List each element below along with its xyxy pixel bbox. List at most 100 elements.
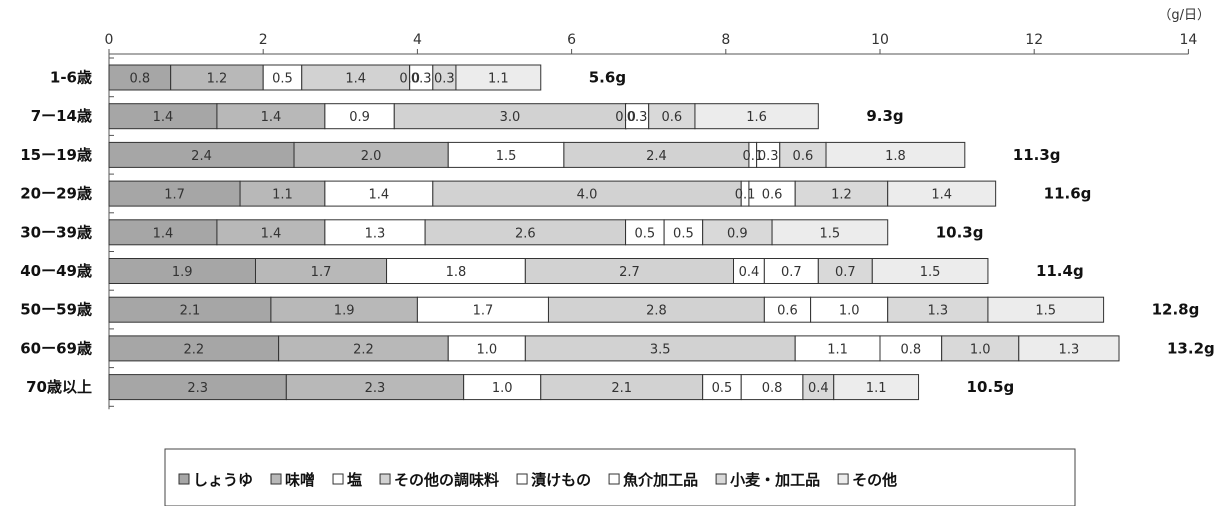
bar-segment	[540, 374, 704, 401]
total-label: 13.2g	[1167, 339, 1215, 357]
data-label: 2.1	[611, 381, 632, 396]
data-label: 1.0	[492, 381, 513, 396]
legend-label: 塩	[347, 471, 362, 489]
bar-segment	[324, 219, 426, 246]
bar-segment	[733, 258, 765, 284]
category-label: 1-6歳	[50, 69, 92, 87]
bar-segment	[802, 374, 835, 401]
data-label: 1.3	[927, 304, 948, 319]
data-label: 1.1	[827, 342, 848, 357]
total-label: 5.6g	[589, 69, 626, 87]
bar-segment	[108, 180, 241, 207]
data-label: 0.8	[762, 381, 783, 396]
bar-segment	[108, 103, 218, 130]
x-tick-label: 10	[871, 32, 889, 48]
data-label: 0.8	[900, 342, 921, 357]
data-label: 2.1	[180, 304, 201, 319]
bar-segment	[524, 335, 796, 362]
data-label: 1.3	[365, 226, 386, 241]
category-label: 7ー14歳	[31, 107, 92, 125]
data-label: 0.5	[712, 381, 733, 396]
data-label: 1.6	[746, 110, 767, 125]
category-label: 60ー69歳	[20, 339, 92, 357]
data-label: 1.7	[473, 304, 494, 319]
bar-segment	[108, 258, 256, 284]
data-label: 1.4	[345, 72, 366, 87]
data-label: 2.3	[187, 381, 208, 396]
legend-swatch	[516, 473, 528, 485]
data-label: 1.4	[261, 226, 282, 241]
x-tick-label: 6	[567, 32, 576, 48]
data-label: 3.5	[650, 342, 671, 357]
data-label: 1.4	[153, 110, 174, 125]
data-label: 0.5	[635, 226, 656, 241]
data-label: 1.8	[446, 265, 467, 280]
category-label: 15ー19歳	[20, 146, 92, 164]
legend-swatch	[270, 473, 282, 485]
x-tick-label: 8	[721, 32, 730, 48]
legend-swatch	[332, 473, 344, 485]
legend-label: その他の調味料	[394, 471, 499, 489]
bar-segment	[648, 103, 696, 130]
bar-segment	[702, 219, 773, 246]
data-label: 0.4	[739, 265, 760, 280]
bar-segment	[455, 64, 542, 91]
bar-segment	[563, 141, 750, 168]
bar-segment	[170, 64, 264, 91]
x-tick-label: 0	[105, 32, 114, 48]
data-label: 0.1	[742, 149, 763, 164]
data-label: 2.3	[365, 381, 386, 396]
legend-label: その他	[852, 471, 897, 489]
data-label: 1.1	[866, 381, 887, 396]
bar-segment	[1018, 335, 1120, 362]
data-label: 4.0	[577, 188, 598, 203]
bar-segment	[432, 180, 742, 207]
legend-box	[164, 448, 1076, 506]
data-label: 1.5	[496, 149, 517, 164]
bar-segment	[748, 180, 796, 207]
category-label: 20ー29歳	[20, 185, 92, 203]
data-label: 1.8	[885, 149, 906, 164]
bar-segment	[524, 258, 735, 284]
data-label: 1.1	[272, 188, 293, 203]
data-label: 2.2	[183, 342, 204, 357]
data-label: 0.6	[661, 110, 682, 125]
x-tick-label: 14	[1179, 32, 1197, 48]
bar-segment	[871, 258, 989, 284]
legend-swatch	[379, 473, 391, 485]
data-label: 2.7	[619, 265, 640, 280]
bar-segment	[794, 335, 881, 362]
data-label: 1.2	[207, 72, 228, 87]
bar-segment	[324, 180, 434, 207]
legend-label: しょうゆ	[193, 471, 253, 489]
bar-segment	[702, 374, 742, 401]
total-label: 11.4g	[1036, 262, 1084, 280]
legend-swatch	[178, 473, 190, 485]
bar-segment	[694, 103, 819, 130]
data-label: 1.7	[164, 188, 185, 203]
bar-segment	[833, 374, 920, 401]
bar-segment	[108, 374, 287, 401]
legend-swatch	[608, 473, 620, 485]
data-label: 1.1	[488, 72, 509, 87]
legend-label: 味噌	[285, 471, 315, 489]
data-label: 1.0	[970, 342, 991, 357]
total-label: 11.6g	[1044, 185, 1092, 203]
data-label: 2.8	[646, 304, 667, 319]
bar-segment	[254, 258, 388, 284]
category-label: 70歳以上	[26, 378, 92, 396]
data-label: 1.0	[839, 304, 860, 319]
total-label: 12.8g	[1152, 301, 1200, 319]
data-label: 3.0	[500, 110, 521, 125]
data-label: 0.0	[615, 110, 636, 125]
bar-segment	[825, 141, 966, 168]
data-label: 1.7	[311, 265, 332, 280]
data-label: 2.0	[361, 149, 382, 164]
bar-segment	[463, 374, 542, 401]
bar-segment	[887, 296, 989, 323]
data-label: 0.6	[777, 304, 798, 319]
data-label: 1.5	[820, 226, 841, 241]
bar-segment	[887, 180, 997, 207]
data-label: 1.9	[172, 265, 193, 280]
